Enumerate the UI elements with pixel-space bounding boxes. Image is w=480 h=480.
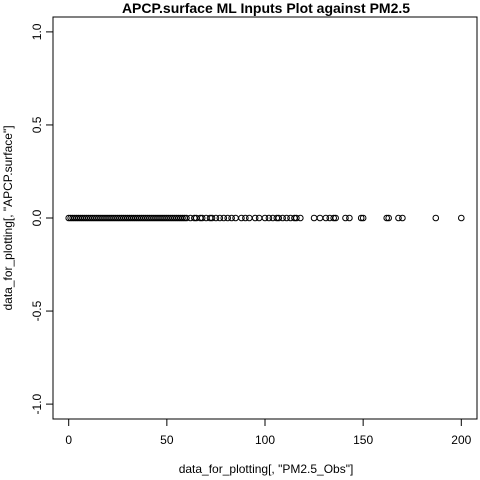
point — [198, 214, 206, 222]
point — [457, 214, 465, 222]
point — [330, 214, 338, 222]
point — [238, 214, 245, 222]
x-tick-label: 150 — [353, 433, 373, 447]
x-tick-label: 200 — [451, 433, 471, 447]
point — [346, 214, 353, 222]
point — [297, 214, 304, 222]
y-tick-label: 0.5 — [30, 116, 44, 133]
point — [342, 214, 349, 222]
point — [332, 214, 339, 222]
point — [220, 214, 228, 222]
y-tick-label: 1.0 — [30, 23, 44, 40]
point — [224, 214, 232, 222]
point — [216, 214, 224, 222]
point — [399, 214, 406, 222]
point — [432, 214, 440, 222]
point — [279, 214, 286, 222]
point — [179, 214, 186, 222]
y-tick-label: -0.5 — [30, 300, 44, 321]
x-tick-label: 0 — [65, 433, 72, 447]
point — [265, 214, 273, 222]
point — [293, 214, 300, 222]
point — [208, 214, 216, 222]
point — [251, 214, 259, 222]
point — [385, 214, 392, 222]
x-tick-label: 50 — [160, 433, 174, 447]
x-tick-label: 100 — [255, 433, 275, 447]
point — [228, 214, 235, 222]
point — [242, 214, 249, 222]
point — [212, 214, 220, 222]
y-axis-label: data_for_plotting[, "APCP.surface"] — [1, 125, 15, 310]
y-tick-label: -1.0 — [30, 393, 44, 414]
y-tick-label: 0.0 — [30, 209, 44, 226]
point — [395, 214, 402, 222]
point — [322, 214, 330, 222]
point — [359, 214, 367, 222]
point — [183, 214, 190, 222]
x-axis-label: data_for_plotting[, "PM2.5_Obs"] — [179, 462, 354, 476]
point — [383, 214, 391, 222]
point — [261, 214, 269, 222]
point — [357, 214, 365, 222]
point — [283, 214, 290, 222]
chart-title: APCP.surface ML Inputs Plot against PM2.… — [122, 0, 410, 16]
point — [275, 214, 283, 222]
